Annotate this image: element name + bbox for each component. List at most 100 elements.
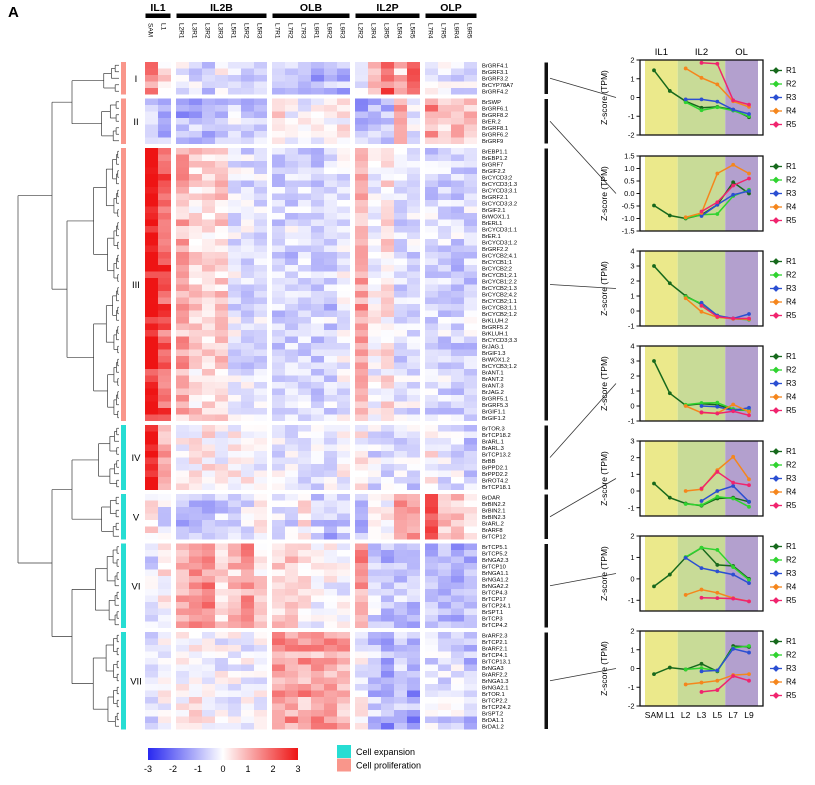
y-axis-label: Z-score (TPM) [599, 166, 609, 221]
svg-text:BrANT.3: BrANT.3 [482, 383, 504, 389]
legend-marker-R4 [772, 583, 780, 591]
svg-text:IL2P: IL2P [376, 2, 398, 14]
svg-text:0: 0 [630, 664, 634, 673]
svg-text:R5: R5 [786, 501, 797, 510]
svg-text:BrPPD2.1: BrPPD2.1 [482, 465, 508, 471]
svg-text:BrTCP4.3: BrTCP4.3 [482, 590, 507, 596]
svg-text:R3: R3 [786, 664, 797, 673]
panel-label: A [8, 4, 19, 21]
svg-text:L9R1: L9R1 [313, 23, 320, 39]
svg-text:R2: R2 [786, 271, 797, 280]
svg-text:BrGRF3.1: BrGRF3.1 [482, 70, 508, 76]
legend-marker-R4 [772, 107, 780, 115]
svg-text:L2R2: L2R2 [357, 23, 364, 39]
svg-text:R2: R2 [786, 556, 797, 565]
svg-text:BrDA1.1: BrDA1.1 [482, 718, 504, 724]
svg-text:2: 2 [630, 532, 634, 541]
svg-text:BrCYCD3;2: BrCYCD3;2 [482, 175, 512, 181]
svg-text:R4: R4 [786, 583, 797, 592]
svg-text:L7R3: L7R3 [300, 23, 307, 39]
svg-text:L1: L1 [160, 23, 167, 31]
zscore-plot-cluster-I: 2 1 0 -1 -2 Z-score (TPM) R1 R2 R3 R4 R5 IL1 IL2 OL [599, 47, 797, 140]
legend-marker-R2 [772, 80, 780, 88]
svg-text:BrGRF4.1: BrGRF4.1 [482, 63, 508, 69]
svg-text:L3R2: L3R2 [204, 23, 211, 39]
svg-text:1: 1 [630, 292, 634, 301]
heatmap-cluster-VII-cells [145, 632, 477, 730]
svg-text:1.0: 1.0 [624, 164, 634, 173]
svg-text:BrTCP5.1: BrTCP5.1 [482, 545, 507, 551]
zscore-plot-cluster-VII: 2 1 0 -1 -2 Z-score (TPM) R1 R2 R3 R4 R5 SAM L1 L2 L3 L… [599, 627, 797, 720]
svg-text:L9R2: L9R2 [326, 23, 333, 39]
svg-text:BrCYCD3;3.1: BrCYCD3;3.1 [482, 188, 517, 194]
svg-text:-3: -3 [144, 764, 152, 774]
y-axis-label: Z-score (TPM) [599, 641, 609, 696]
svg-text:BrCYCB3;1.2: BrCYCB3;1.2 [482, 364, 517, 370]
svg-text:-1: -1 [628, 683, 635, 692]
svg-text:IL1: IL1 [150, 2, 165, 14]
svg-text:-1: -1 [194, 764, 202, 774]
svg-text:R4: R4 [786, 298, 797, 307]
svg-text:L7R2: L7R2 [287, 23, 294, 39]
cluster-bracket-II [544, 99, 548, 144]
svg-text:2: 2 [630, 453, 634, 462]
legend-marker-R3 [772, 190, 780, 197]
svg-text:BrTCP4.2: BrTCP4.2 [482, 623, 507, 629]
svg-text:BrGRF5.1: BrGRF5.1 [482, 396, 508, 402]
svg-text:3: 3 [630, 262, 634, 271]
svg-text:-1: -1 [628, 112, 635, 121]
svg-text:BrTCP2.1: BrTCP2.1 [482, 640, 507, 646]
y-axis-label: Z-score (TPM) [599, 261, 609, 316]
svg-text:L5R4: L5R4 [396, 23, 403, 39]
svg-text:BrGRF7: BrGRF7 [482, 162, 503, 168]
svg-text:R1: R1 [786, 352, 797, 361]
legend-marker-R1 [772, 448, 780, 455]
svg-text:II: II [133, 117, 138, 128]
svg-text:0.0: 0.0 [624, 189, 634, 198]
svg-text:I: I [135, 74, 138, 85]
type-legend-swatch-0 [337, 745, 351, 758]
svg-text:R1: R1 [786, 66, 797, 75]
type-legend-swatch-1 [337, 758, 351, 772]
legend-marker-R2 [772, 461, 780, 469]
svg-text:BrCYCD3;1.3: BrCYCD3;1.3 [482, 182, 517, 188]
svg-text:R3: R3 [786, 569, 797, 578]
svg-text:R5: R5 [786, 216, 797, 225]
region-header-IL2: IL2 [695, 47, 708, 58]
cluster-bracket-VII [544, 632, 548, 729]
svg-text:R5: R5 [786, 120, 797, 129]
svg-text:2: 2 [270, 764, 275, 774]
legend-marker-R5 [772, 217, 780, 224]
svg-text:L9R3: L9R3 [339, 23, 346, 39]
legend-marker-R3 [772, 665, 780, 672]
svg-text:1: 1 [630, 74, 634, 83]
svg-text:BrTCP18.2: BrTCP18.2 [482, 433, 511, 439]
svg-text:R2: R2 [786, 366, 797, 375]
svg-text:3: 3 [630, 437, 634, 446]
svg-text:BrBIN2.2: BrBIN2.2 [482, 502, 506, 508]
svg-text:R2: R2 [786, 651, 797, 660]
svg-text:Cell expansion: Cell expansion [356, 747, 415, 757]
svg-text:BrTCP24.1: BrTCP24.1 [482, 603, 511, 609]
svg-text:BrTCP10: BrTCP10 [482, 564, 506, 570]
svg-text:Cell proliferation: Cell proliferation [356, 761, 421, 771]
svg-text:L5R3: L5R3 [256, 23, 263, 39]
svg-text:1: 1 [630, 387, 634, 396]
svg-text:BrER.2: BrER.2 [482, 119, 501, 125]
legend-marker-R1 [772, 258, 780, 265]
legend-marker-R4 [772, 488, 780, 496]
svg-text:L9R5: L9R5 [466, 23, 473, 39]
series-line-R5 [701, 596, 750, 603]
svg-text:BrCYCB2;4.1: BrCYCB2;4.1 [482, 253, 517, 259]
svg-text:BrKLUH.1: BrKLUH.1 [482, 331, 508, 337]
svg-text:BrTCP13.2: BrTCP13.2 [482, 452, 511, 458]
legend-marker-R1 [772, 67, 780, 74]
svg-text:BrGRF2.2: BrGRF2.2 [482, 247, 508, 253]
cluster-bracket-V [544, 494, 548, 539]
heatmap-cluster-I-cells [145, 62, 477, 95]
legend-marker-R4 [772, 298, 780, 306]
svg-text:BrARF8: BrARF8 [482, 528, 503, 534]
svg-text:0: 0 [220, 764, 225, 774]
svg-text:BrGRF3.2: BrGRF3.2 [482, 76, 508, 82]
